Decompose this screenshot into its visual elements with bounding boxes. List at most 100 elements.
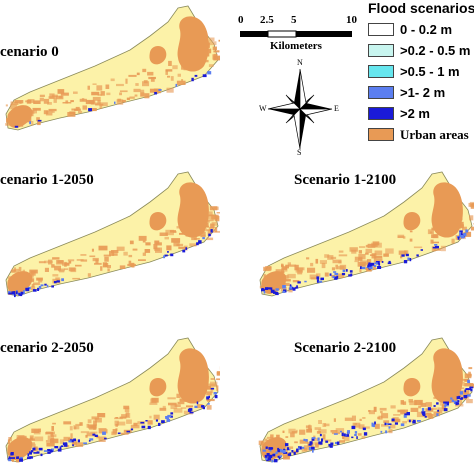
urban-patch bbox=[209, 206, 218, 211]
flood-area bbox=[469, 386, 474, 389]
north-arrow: N S E W bbox=[256, 58, 346, 158]
urban-patch bbox=[299, 429, 306, 435]
urban-patch bbox=[150, 398, 157, 404]
flood-area bbox=[163, 255, 166, 259]
flood-area bbox=[304, 280, 307, 283]
urban-patch bbox=[460, 399, 462, 405]
urban-patch bbox=[183, 410, 193, 415]
urban-patch bbox=[128, 74, 137, 77]
flood-area bbox=[346, 269, 348, 272]
urban-patch bbox=[206, 391, 212, 396]
urban-patch bbox=[208, 219, 214, 222]
flood-area bbox=[450, 397, 453, 400]
flood-area bbox=[336, 275, 339, 279]
flood-area bbox=[50, 450, 54, 452]
urban-patch bbox=[52, 274, 59, 277]
urban-patch bbox=[88, 424, 97, 429]
urban-patch bbox=[90, 102, 99, 105]
urban-patch bbox=[191, 236, 197, 241]
urban-patch bbox=[164, 236, 169, 240]
flood-area bbox=[370, 262, 375, 266]
flood-area bbox=[421, 411, 426, 414]
urban-patch bbox=[130, 424, 140, 429]
flood-area bbox=[8, 457, 11, 461]
urban-patch bbox=[79, 98, 87, 102]
urban-patch bbox=[288, 287, 293, 293]
urban-patch bbox=[338, 254, 348, 257]
urban-patch bbox=[133, 422, 138, 427]
urban-patch bbox=[165, 69, 173, 72]
urban-patch bbox=[166, 245, 172, 251]
flood-area bbox=[275, 288, 279, 291]
flood-area bbox=[89, 438, 94, 441]
urban-patch bbox=[138, 259, 146, 261]
urban-patch bbox=[361, 436, 366, 439]
urban-area-medium bbox=[149, 212, 167, 231]
urban-patch bbox=[71, 441, 77, 446]
urban-patch bbox=[31, 284, 35, 288]
urban-patch bbox=[470, 226, 474, 231]
urban-patch bbox=[37, 121, 41, 126]
urban-patch bbox=[105, 262, 109, 267]
map-panel-scenario-0: cenario 0 bbox=[0, 0, 220, 140]
flood-area bbox=[291, 450, 294, 453]
flood-area bbox=[308, 447, 312, 451]
urban-patch bbox=[26, 99, 32, 104]
urban-patch bbox=[287, 262, 291, 266]
urban-patch bbox=[358, 424, 365, 429]
flood-area bbox=[29, 121, 31, 125]
urban-patch bbox=[358, 250, 362, 254]
flood-area bbox=[308, 443, 312, 446]
urban-patch bbox=[468, 367, 473, 370]
urban-patch bbox=[19, 101, 22, 104]
urban-patch bbox=[383, 420, 390, 424]
urban-patch bbox=[149, 88, 158, 93]
urban-patch bbox=[128, 254, 133, 258]
urban-patch bbox=[80, 259, 88, 262]
urban-patch bbox=[418, 405, 421, 409]
flood-area bbox=[104, 437, 107, 440]
flood-area bbox=[166, 419, 171, 422]
urban-area-west bbox=[7, 105, 33, 128]
flood-area bbox=[189, 411, 194, 414]
urban-patch bbox=[33, 100, 41, 104]
urban-patch bbox=[409, 238, 413, 242]
urban-patch bbox=[393, 414, 401, 416]
urban-patch bbox=[362, 426, 370, 429]
urban-patch bbox=[324, 254, 330, 258]
legend-label: Urban areas bbox=[400, 127, 469, 142]
flood-area bbox=[363, 432, 368, 436]
flood-area bbox=[147, 425, 151, 430]
urban-patch bbox=[338, 250, 344, 253]
urban-patch bbox=[116, 83, 124, 87]
urban-patch bbox=[462, 378, 468, 381]
urban-patch bbox=[266, 436, 273, 439]
urban-patch bbox=[149, 415, 152, 419]
urban-patch bbox=[176, 80, 186, 85]
flood-area bbox=[194, 405, 198, 408]
urban-patch bbox=[208, 37, 215, 42]
flood-area bbox=[275, 451, 278, 455]
flood-area bbox=[279, 455, 283, 457]
urban-patch bbox=[97, 100, 101, 105]
flood-area bbox=[277, 455, 282, 458]
flood-area bbox=[202, 405, 205, 409]
flood-area bbox=[468, 388, 472, 391]
urban-patch bbox=[207, 220, 210, 223]
urban-patch bbox=[285, 436, 289, 438]
urban-patch bbox=[319, 260, 327, 264]
urban-patch bbox=[470, 204, 474, 209]
flood-area bbox=[354, 431, 358, 434]
flood-area bbox=[267, 287, 272, 290]
urban-patch bbox=[45, 431, 54, 435]
urban-patch bbox=[36, 117, 40, 122]
urban-patch bbox=[106, 92, 111, 96]
scale-tick-5: 5 bbox=[291, 14, 297, 26]
flood-area bbox=[360, 266, 362, 269]
urban-patch bbox=[397, 234, 405, 238]
urban-patch bbox=[114, 420, 119, 426]
urban-patch bbox=[91, 108, 97, 112]
flood-area bbox=[19, 458, 23, 462]
urban-patch bbox=[59, 439, 65, 444]
flood-area bbox=[298, 446, 302, 450]
